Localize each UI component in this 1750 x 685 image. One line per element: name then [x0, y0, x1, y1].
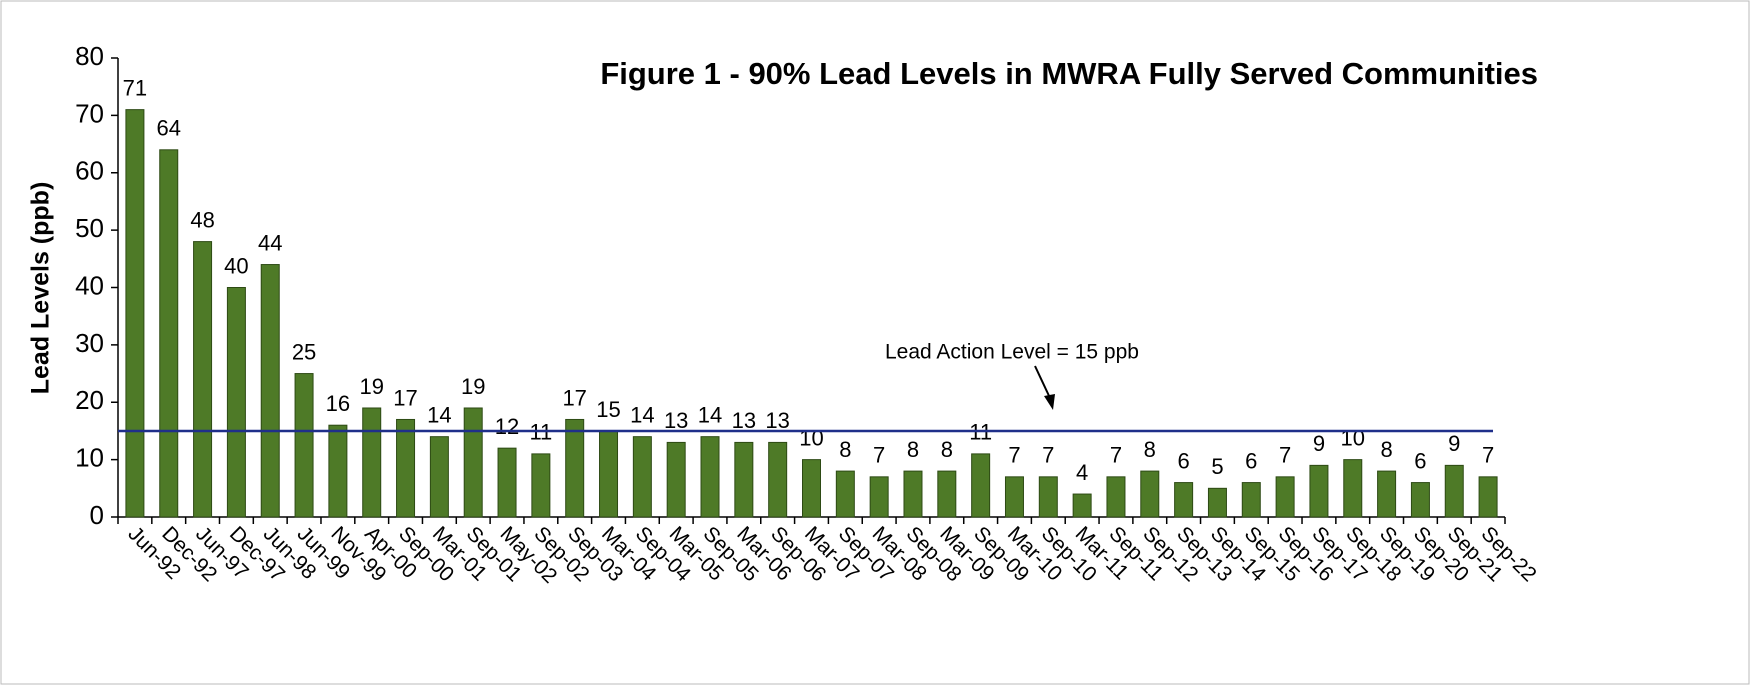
data-label: 7 — [1279, 443, 1291, 468]
bar — [328, 424, 348, 518]
bar — [1038, 476, 1058, 518]
bar — [159, 149, 179, 518]
bar — [1207, 487, 1227, 518]
bar — [937, 470, 957, 518]
bar — [362, 407, 382, 518]
bar — [193, 241, 213, 518]
bar — [463, 407, 483, 518]
bar — [1444, 464, 1464, 518]
bar — [1309, 464, 1329, 518]
bar — [835, 470, 855, 518]
bar — [1106, 476, 1126, 518]
data-label: 8 — [839, 437, 851, 462]
data-label: 13 — [732, 408, 756, 433]
y-tick-label: 20 — [75, 385, 104, 415]
data-label: 19 — [359, 374, 383, 399]
y-tick-label: 80 — [75, 41, 104, 71]
bar — [1174, 482, 1194, 518]
y-tick-label: 50 — [75, 213, 104, 243]
data-label: 6 — [1177, 448, 1189, 473]
data-label: 71 — [123, 75, 147, 100]
bar — [1241, 482, 1261, 518]
y-tick-label: 30 — [75, 328, 104, 358]
data-label: 12 — [495, 414, 519, 439]
data-label: 8 — [941, 437, 953, 462]
data-label: 14 — [630, 402, 654, 427]
data-label: 14 — [698, 402, 722, 427]
data-label: 7 — [1008, 443, 1020, 468]
bar — [1410, 482, 1430, 518]
bar — [1377, 470, 1397, 518]
annotation-arrow — [1034, 365, 1051, 399]
data-label: 4 — [1076, 460, 1088, 485]
bar — [1140, 470, 1160, 518]
data-label: 25 — [292, 339, 316, 364]
data-label: 14 — [427, 402, 451, 427]
y-tick-label: 0 — [90, 500, 104, 530]
y-tick-label: 60 — [75, 156, 104, 186]
data-label: 44 — [258, 230, 282, 255]
data-label: 6 — [1414, 448, 1426, 473]
bar — [396, 418, 416, 518]
data-label: 8 — [907, 437, 919, 462]
data-label: 6 — [1245, 448, 1257, 473]
data-label: 15 — [596, 397, 620, 422]
data-label: 19 — [461, 374, 485, 399]
bar — [734, 441, 754, 518]
data-label: 13 — [664, 408, 688, 433]
data-label: 7 — [873, 443, 885, 468]
y-tick-label: 40 — [75, 270, 104, 300]
data-label: 9 — [1448, 431, 1460, 456]
bar — [260, 264, 280, 518]
bar — [768, 441, 788, 518]
bar — [599, 430, 619, 518]
y-tick-label: 70 — [75, 98, 104, 128]
bar — [971, 453, 991, 518]
data-label: 8 — [1144, 437, 1156, 462]
bar — [632, 436, 652, 518]
data-label: 17 — [562, 385, 586, 410]
bar — [497, 447, 517, 518]
bar — [802, 459, 821, 518]
data-label: 9 — [1313, 431, 1325, 456]
data-label: 11 — [529, 420, 552, 445]
bar — [1004, 476, 1024, 518]
data-label: 10 — [799, 425, 823, 450]
bar — [700, 436, 720, 518]
data-label: 5 — [1211, 454, 1223, 479]
data-label: 7 — [1110, 443, 1122, 468]
bar — [294, 373, 314, 518]
bar — [531, 453, 551, 518]
bar — [125, 109, 145, 518]
chart-title: Figure 1 - 90% Lead Levels in MWRA Fully… — [600, 56, 1538, 91]
bar — [1343, 459, 1363, 518]
annotation-arrowhead — [1044, 394, 1055, 410]
data-label: 8 — [1380, 437, 1392, 462]
data-label: 16 — [326, 391, 350, 416]
data-label: 13 — [765, 408, 789, 433]
data-label: 11 — [969, 420, 992, 445]
bar — [429, 436, 449, 518]
y-tick-label: 10 — [75, 443, 104, 473]
data-label: 17 — [393, 385, 417, 410]
bar — [869, 476, 889, 518]
data-label: 48 — [190, 207, 214, 232]
y-axis-label: Lead Levels (ppb) — [27, 182, 55, 395]
data-label: 7 — [1482, 443, 1494, 468]
bar — [1478, 476, 1498, 518]
bar — [1275, 476, 1295, 518]
reference-label: Lead Action Level = 15 ppb — [885, 341, 1139, 364]
bar — [226, 287, 246, 518]
data-label: 10 — [1341, 425, 1365, 450]
data-label: 7 — [1042, 443, 1054, 468]
data-label: 64 — [157, 116, 181, 141]
bar — [903, 470, 923, 518]
bar — [666, 441, 686, 518]
bar — [1072, 493, 1092, 518]
data-label: 40 — [224, 253, 248, 278]
bar — [565, 418, 585, 518]
